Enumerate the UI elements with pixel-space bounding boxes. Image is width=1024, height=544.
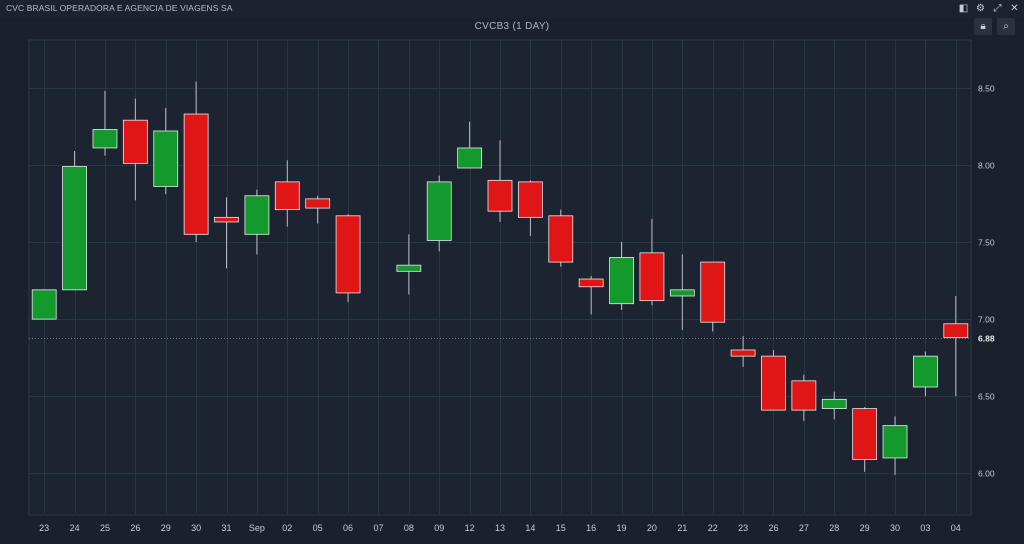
candle-down — [183, 113, 209, 235]
candle-down — [305, 198, 331, 209]
candle-down — [122, 119, 148, 164]
expand-icon[interactable]: ⤢ — [993, 3, 1002, 14]
candle-down — [548, 215, 574, 263]
candle-down — [487, 179, 513, 212]
candle-down — [943, 323, 969, 339]
candle-up — [882, 425, 908, 459]
x-tick-label: 09 — [434, 523, 444, 533]
candle-down — [761, 355, 786, 411]
candle-down — [700, 261, 726, 323]
x-tick-label: 07 — [373, 523, 383, 533]
candle-up — [31, 289, 57, 320]
candle-up — [609, 257, 634, 305]
x-tick-label: 21 — [677, 523, 687, 533]
y-tick-label: 8.00 — [978, 161, 995, 171]
candle-up — [62, 166, 87, 291]
candle-down — [214, 216, 239, 223]
search-icon: ⌕ — [1003, 21, 1009, 32]
candle-up — [244, 195, 270, 235]
candle-up — [913, 355, 938, 388]
close-icon[interactable]: ✕ — [1010, 3, 1019, 14]
candle-down — [578, 278, 604, 288]
y-tick-label: 7.50 — [978, 238, 995, 248]
y-tick-label: 6.50 — [978, 392, 995, 402]
x-tick-label: 22 — [708, 523, 718, 533]
x-tick-label: 25 — [100, 523, 110, 533]
x-tick-label: 03 — [920, 523, 930, 533]
candle-up — [821, 398, 847, 409]
candle-down — [274, 181, 300, 211]
lock-button[interactable]: 🔒︎ — [974, 18, 992, 35]
x-tick-label: 20 — [647, 523, 657, 533]
x-tick-label: 27 — [799, 523, 809, 533]
x-tick-label: Sep — [249, 523, 265, 533]
y-tick-label: 7.00 — [978, 315, 995, 325]
x-tick-label: 26 — [130, 523, 140, 533]
candle-up — [669, 289, 695, 297]
candle-up — [457, 147, 483, 169]
candle-up — [153, 130, 179, 187]
x-tick-label: 23 — [738, 523, 748, 533]
candle-down — [517, 181, 543, 218]
x-tick-label: 29 — [860, 523, 870, 533]
candle-down — [791, 380, 817, 411]
lock-icon: 🔒︎ — [980, 21, 986, 32]
last-price-label: 6.88 — [978, 334, 995, 344]
x-tick-label: 23 — [39, 523, 49, 533]
x-tick-label: 30 — [890, 523, 900, 533]
x-tick-label: 28 — [829, 523, 839, 533]
x-tick-label: 05 — [313, 523, 323, 533]
x-tick-label: 29 — [161, 523, 171, 533]
company-name: CVC BRASIL OPERADORA E AGENCIA DE VIAGEN… — [6, 3, 233, 13]
candle-down — [335, 215, 361, 294]
y-tick-label: 6.00 — [978, 469, 995, 479]
window-controls: ◧ ⚙ ⤢ ✕ — [958, 3, 1020, 14]
candle-down — [639, 252, 665, 302]
x-tick-label: 30 — [191, 523, 201, 533]
y-tick-label: 8.50 — [978, 84, 995, 94]
x-tick-label: 06 — [343, 523, 353, 533]
x-tick-label: 16 — [586, 523, 596, 533]
x-tick-label: 26 — [768, 523, 778, 533]
x-tick-label: 19 — [617, 523, 627, 533]
candle-down — [730, 349, 756, 357]
x-tick-label: 02 — [282, 523, 292, 533]
x-tick-label: 13 — [495, 523, 505, 533]
chart-title: CVCB3 (1 DAY) — [474, 21, 550, 32]
x-tick-label: 15 — [556, 523, 566, 533]
window-titlebar: CVC BRASIL OPERADORA E AGENCIA DE VIAGEN… — [0, 0, 1024, 18]
x-tick-label: 12 — [465, 523, 475, 533]
candle-down — [852, 408, 878, 460]
x-tick-label: 04 — [951, 523, 961, 533]
x-tick-label: 24 — [70, 523, 80, 533]
layout-icon[interactable]: ◧ — [958, 3, 969, 14]
candle-up — [92, 129, 118, 149]
x-tick-label: 14 — [525, 523, 535, 533]
x-tick-label: 08 — [404, 523, 414, 533]
candle-up — [396, 264, 422, 272]
settings-icon[interactable]: ⚙ — [976, 3, 985, 14]
x-tick-label: 31 — [222, 523, 232, 533]
candle-up — [426, 181, 452, 241]
search-button[interactable]: ⌕ — [997, 18, 1015, 35]
